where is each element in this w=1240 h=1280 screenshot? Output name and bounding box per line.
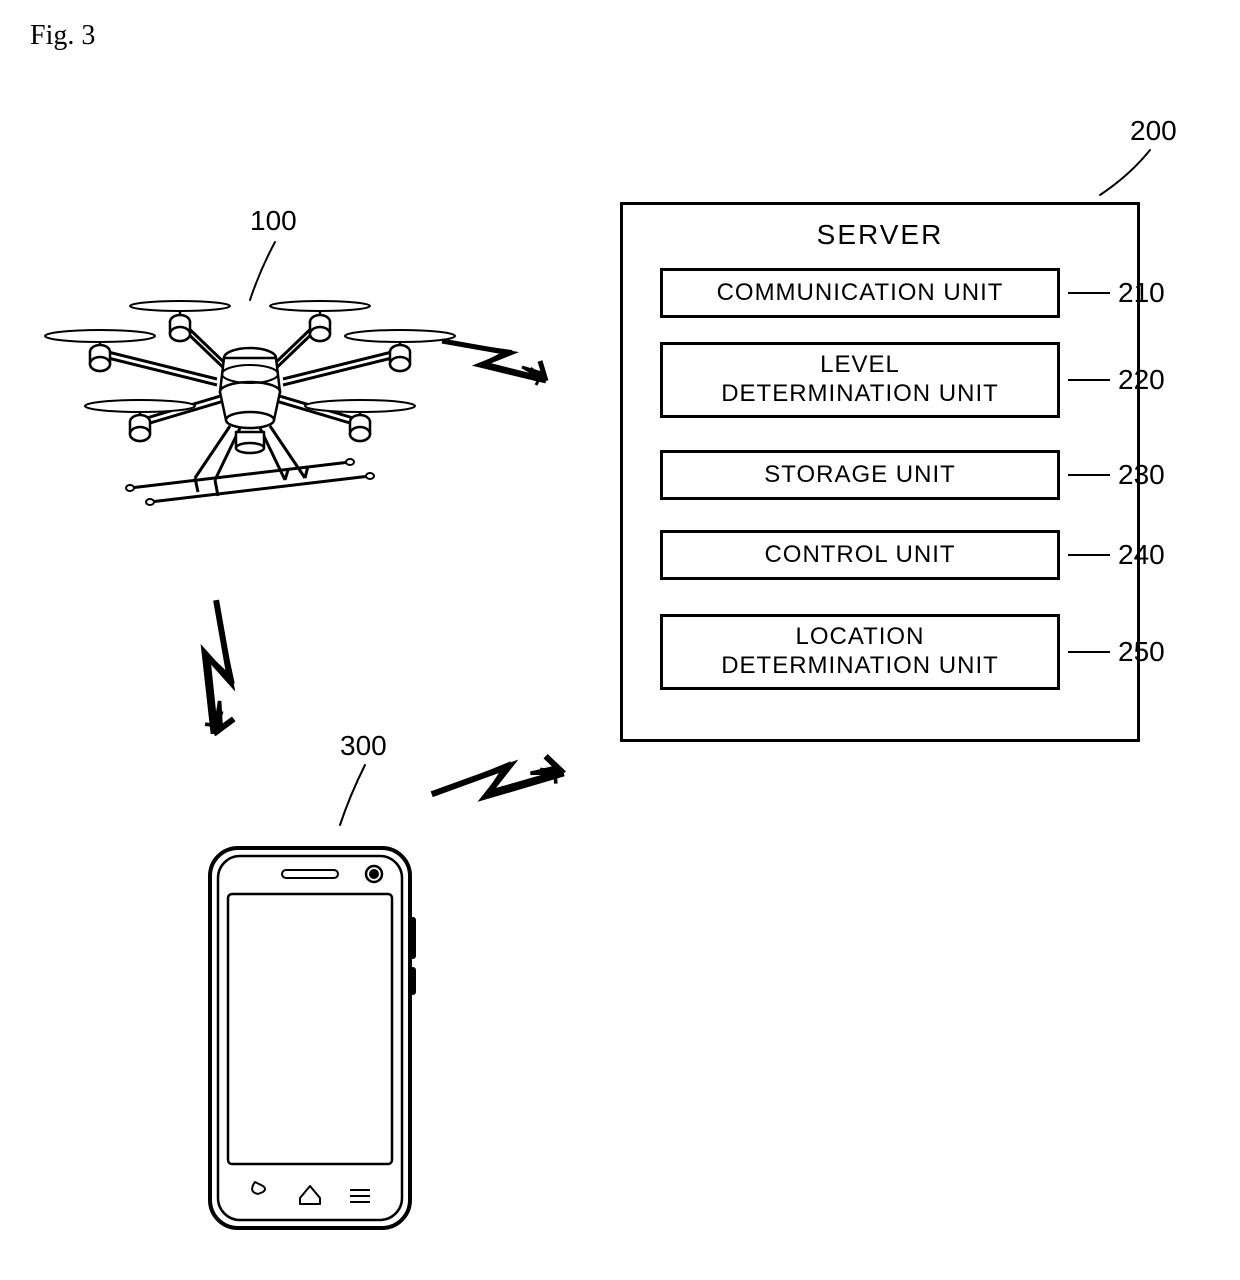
ref-storage: 230 <box>1118 459 1165 491</box>
unit-control: CONTROL UNIT <box>660 530 1060 580</box>
unit-location: LOCATION DETERMINATION UNIT <box>660 614 1060 690</box>
unit-storage: STORAGE UNIT <box>660 450 1060 500</box>
unit-communication: COMMUNICATION UNIT <box>660 268 1060 318</box>
ref-location: 250 <box>1118 636 1165 668</box>
ref-communication: 210 <box>1118 277 1165 309</box>
ref-level: 220 <box>1118 364 1165 396</box>
unit-level: LEVEL DETERMINATION UNIT <box>660 342 1060 418</box>
ref-control: 240 <box>1118 539 1165 571</box>
